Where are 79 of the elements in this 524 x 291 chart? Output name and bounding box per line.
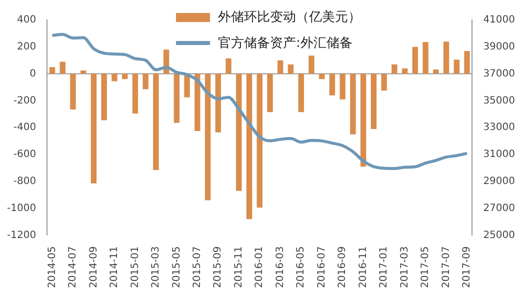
y2-tick-label: 39000 bbox=[483, 41, 515, 52]
bar bbox=[350, 74, 356, 134]
y2-tick-label: 25000 bbox=[483, 230, 515, 241]
bar bbox=[112, 74, 118, 82]
bar bbox=[308, 56, 314, 74]
x-tick-label: 2016-09 bbox=[337, 246, 348, 288]
y-tick-label: -1000 bbox=[6, 202, 36, 214]
bar bbox=[298, 74, 304, 112]
x-tick-label: 2015-05 bbox=[171, 246, 182, 288]
legend-label: 官方储备资产:外汇储备 bbox=[218, 35, 352, 52]
x-tick-label: 2016-03 bbox=[274, 246, 286, 288]
line-series bbox=[50, 32, 469, 170]
bar bbox=[70, 74, 76, 110]
bar bbox=[90, 74, 97, 184]
bar bbox=[464, 50, 470, 74]
bar bbox=[194, 74, 200, 131]
bar bbox=[329, 74, 336, 96]
x-tick-label: 2017-01 bbox=[378, 246, 390, 288]
bar bbox=[288, 64, 294, 74]
x-tick-label: 2015-03 bbox=[150, 246, 162, 288]
y2-tick-label: 35000 bbox=[483, 95, 515, 106]
x-tick-label: 2016-05 bbox=[296, 246, 307, 288]
bar bbox=[236, 74, 242, 191]
y-tick-label: 400 bbox=[16, 14, 36, 26]
x-tick-label: 2017-09 bbox=[462, 246, 473, 288]
bar bbox=[153, 74, 159, 170]
x-tick-label: 2014-09 bbox=[88, 246, 100, 288]
bar bbox=[204, 74, 211, 200]
bar bbox=[80, 70, 86, 74]
x-tick-label: 2014-11 bbox=[109, 246, 120, 288]
x-tick-label: 2017-07 bbox=[440, 246, 452, 288]
x-tick-label: 2017-05 bbox=[420, 246, 432, 288]
x-tick-label: 2015-07 bbox=[192, 246, 204, 288]
y-tick-label: 0 bbox=[30, 68, 36, 80]
x-tick-label: 2017-03 bbox=[399, 246, 410, 288]
y2-tick-label: 27000 bbox=[483, 202, 515, 214]
x-tick-label: 2016-11 bbox=[358, 246, 369, 288]
bar bbox=[433, 70, 439, 74]
x-tick-label: 2015-01 bbox=[130, 246, 141, 288]
x-tick-label: 2014-07 bbox=[68, 246, 79, 288]
x-tick-label: 2016-01 bbox=[254, 246, 266, 288]
y-tick-label: -800 bbox=[13, 176, 36, 188]
bar bbox=[381, 74, 387, 91]
bar bbox=[422, 42, 428, 74]
x-tick-label: 2016-07 bbox=[316, 246, 328, 288]
bar bbox=[256, 74, 262, 208]
y-tick-label: -200 bbox=[13, 95, 36, 106]
x-tick-label: 2015-11 bbox=[233, 246, 244, 288]
bar bbox=[267, 74, 273, 112]
bar bbox=[340, 74, 346, 100]
y-tick-label: 200 bbox=[16, 41, 36, 52]
bar bbox=[370, 74, 377, 129]
y-tick-label: -600 bbox=[13, 149, 36, 160]
y2-tick-label: 31000 bbox=[483, 149, 515, 160]
bar bbox=[101, 74, 107, 120]
bar bbox=[412, 46, 418, 74]
bar bbox=[443, 42, 450, 74]
bar bbox=[246, 74, 252, 220]
bar bbox=[174, 74, 180, 123]
y2-tick-label: 41000 bbox=[483, 14, 515, 26]
bar bbox=[142, 74, 148, 90]
y-tick-label: -400 bbox=[13, 122, 36, 134]
bar bbox=[49, 67, 56, 74]
bar bbox=[215, 74, 221, 132]
bar bbox=[360, 74, 366, 167]
bar bbox=[60, 62, 66, 74]
y2-tick-label: 29000 bbox=[483, 176, 515, 188]
x-tick-label: 2014-05 bbox=[46, 246, 58, 288]
bar bbox=[226, 58, 232, 74]
bar bbox=[454, 60, 460, 74]
bar bbox=[402, 68, 408, 74]
x-tick-label: 2015-09 bbox=[212, 246, 224, 288]
y-tick-label: -1200 bbox=[6, 230, 36, 241]
bar bbox=[278, 60, 284, 74]
bar bbox=[132, 74, 138, 114]
bar bbox=[392, 64, 398, 74]
y2-tick-label: 33000 bbox=[483, 122, 515, 134]
y2-tick-label: 37000 bbox=[483, 68, 515, 80]
legend-label: 外储环比变动（亿美元） bbox=[218, 9, 361, 26]
